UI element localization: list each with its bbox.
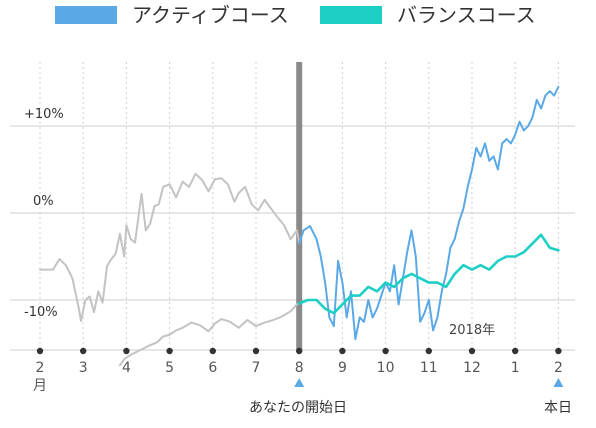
x-tick-dot [512, 347, 519, 355]
series-line-balanced [297, 233, 560, 315]
x-tick-dot [425, 347, 432, 355]
legend-label-active: アクティブコース [132, 3, 289, 27]
today-label: 本日 [544, 400, 572, 416]
x-tick-dot [123, 347, 130, 355]
legend: アクティブコース バランスコース [55, 3, 536, 27]
x-tick-label: 2 [36, 360, 45, 376]
x-tick-label: 4 [122, 360, 131, 376]
y-axis-labels: +10% 0% -10% [24, 107, 64, 320]
series-line-active [298, 85, 560, 341]
x-tick-label: 6 [208, 360, 217, 376]
x-tick-dot [36, 347, 44, 355]
series [39, 62, 560, 367]
x-tick-label: 2 [554, 360, 563, 376]
y-tick-label: +10% [24, 107, 64, 122]
series-line-active-history [39, 172, 301, 322]
x-tick-dot [382, 347, 389, 355]
legend-swatch-active [55, 6, 117, 24]
legend-label-balanced: バランスコース [397, 3, 536, 27]
x-tick-label: 10 [377, 360, 395, 376]
x-tick-label: 7 [252, 360, 261, 376]
today-marker-triangle [553, 378, 564, 387]
y-tick-label: 0% [33, 194, 54, 209]
x-tick-dot [468, 347, 476, 355]
x-tick-dot [296, 347, 303, 355]
x-tick-dot [80, 347, 87, 355]
x-tick-dot [252, 347, 260, 355]
legend-swatch-balanced [320, 6, 382, 24]
x-tick-dot [555, 347, 562, 355]
x-axis: 2 3 4 5 6 7 8 9 10 11 12 1 2月 [33, 347, 564, 394]
x-tick-dot [166, 347, 173, 355]
start-marker-triangle [294, 378, 305, 387]
x-tick-label: 11 [420, 360, 438, 376]
x-tick-label: 1 [511, 360, 520, 376]
x-tick-label: 9 [338, 360, 347, 376]
x-tick-sublabel: 月 [33, 378, 47, 394]
x-tick-dot [209, 347, 216, 355]
series-line-balanced-history [118, 302, 301, 367]
year-label: 2018年 [449, 323, 495, 338]
start-date-label: あなたの開始日 [249, 400, 347, 416]
x-tick-label: 8 [295, 360, 304, 376]
x-tick-dot [339, 347, 346, 355]
x-tick-label: 5 [165, 360, 174, 376]
y-tick-label: -10% [24, 305, 58, 320]
x-tick-label: 12 [463, 360, 481, 376]
x-tick-label: 3 [79, 360, 88, 376]
